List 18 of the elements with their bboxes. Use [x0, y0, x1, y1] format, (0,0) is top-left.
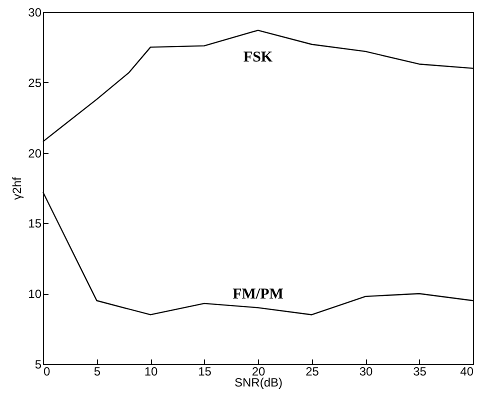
- y-tick-label: 25: [28, 76, 42, 90]
- x-tick-label: 15: [198, 364, 212, 378]
- x-tick-label: 30: [359, 364, 373, 378]
- x-axis-title: SNR(dB): [234, 376, 283, 390]
- y-tick-label: 30: [28, 6, 42, 20]
- x-tick-label: 5: [94, 364, 101, 378]
- y-tick-label: 15: [28, 216, 42, 231]
- y-tick-label: 10: [28, 287, 42, 302]
- series-label: FM/PM: [232, 286, 284, 303]
- series-label: FSK: [243, 49, 273, 66]
- x-tick-label: 10: [144, 364, 158, 378]
- y-axis-title: γ2hf: [10, 176, 24, 200]
- x-tick-label: 25: [306, 364, 320, 378]
- y-tick-label: 20: [28, 146, 42, 160]
- x-tick-label: 20: [252, 364, 266, 378]
- x-tick-label: 40: [460, 364, 474, 378]
- x-tick-label: 35: [413, 364, 427, 378]
- x-tick-label: 0: [44, 364, 50, 378]
